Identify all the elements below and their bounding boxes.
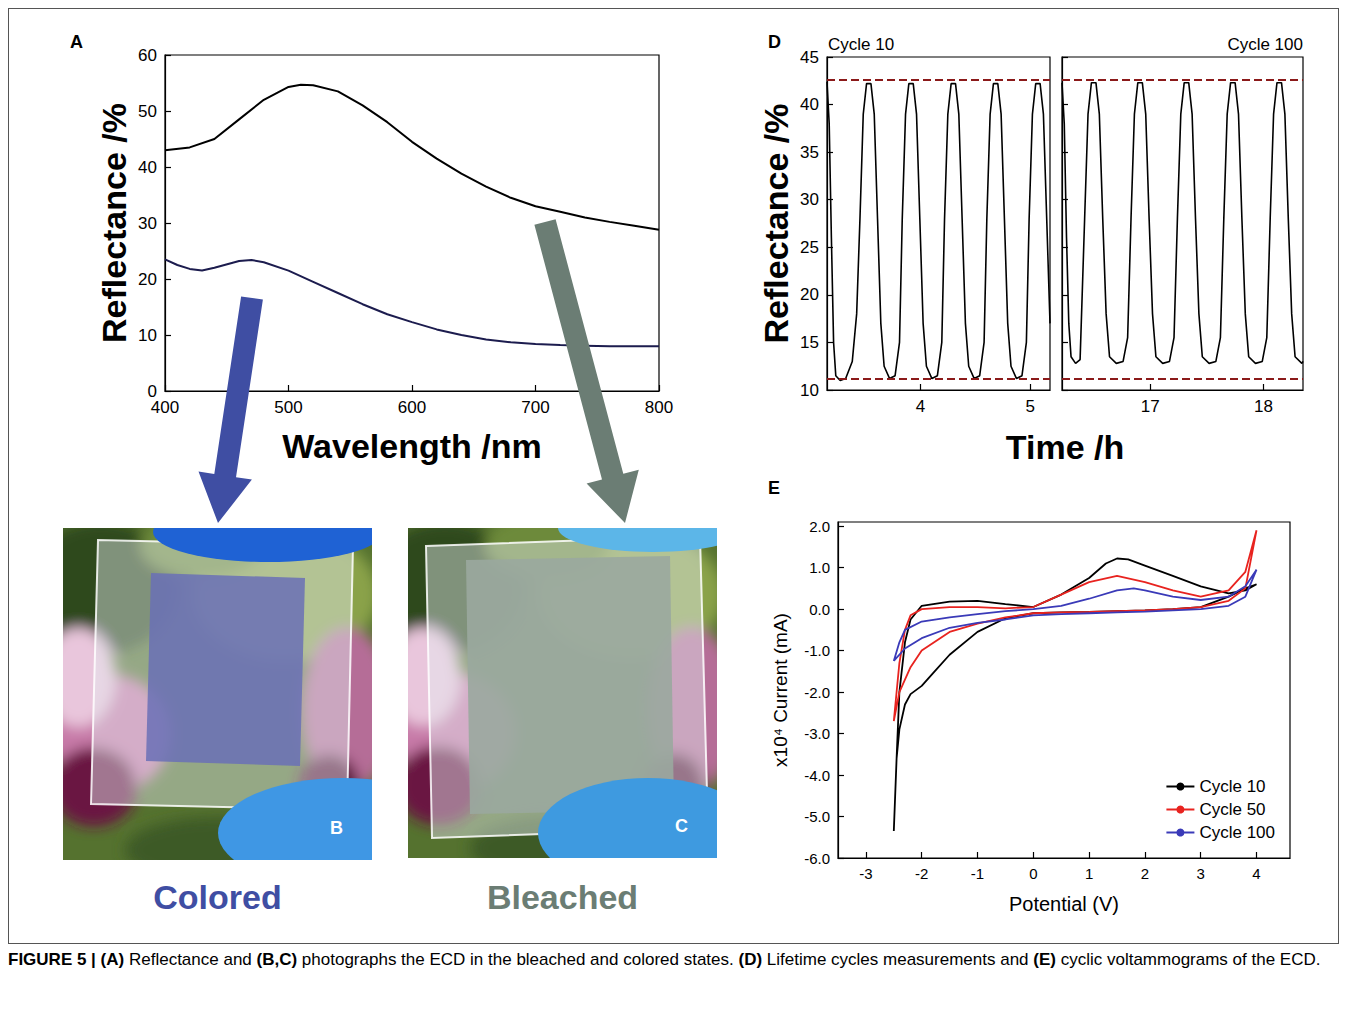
svg-text:45: 45 — [800, 48, 819, 67]
svg-text:25: 25 — [800, 238, 819, 257]
svg-text:40: 40 — [800, 95, 819, 114]
svg-text:Cycle 100: Cycle 100 — [1199, 823, 1275, 842]
html-text:E: E — [768, 478, 780, 498]
svg-text:30: 30 — [138, 214, 157, 233]
svg-text:Wavelength /nm: Wavelength /nm — [282, 427, 541, 465]
html-text:Time /h: Time /h — [1005, 428, 1125, 466]
svg-text:700: 700 — [521, 398, 549, 417]
svg-text:800: 800 — [645, 398, 673, 417]
svg-text:4: 4 — [1252, 865, 1260, 882]
svg-text:3: 3 — [1197, 865, 1205, 882]
svg-text:0.0: 0.0 — [809, 601, 830, 618]
svg-text:4: 4 — [916, 397, 925, 416]
svg-text:1.0: 1.0 — [809, 559, 830, 576]
svg-text:2: 2 — [1141, 865, 1149, 882]
svg-text:Reflectance /%: Reflectance /% — [95, 103, 133, 343]
svg-text:15: 15 — [800, 333, 819, 352]
svg-text:600: 600 — [398, 398, 426, 417]
svg-text:10: 10 — [800, 381, 819, 400]
svg-text:17: 17 — [1141, 397, 1160, 416]
svg-text:2.0: 2.0 — [809, 518, 830, 535]
svg-text:Cycle 10: Cycle 10 — [1199, 777, 1265, 796]
svg-text:Reflectance /%: Reflectance /% — [757, 104, 795, 344]
svg-text:-1: -1 — [971, 865, 984, 882]
svg-text:Potential (V): Potential (V) — [1009, 893, 1119, 915]
svg-text:10: 10 — [138, 326, 157, 345]
svg-text:500: 500 — [274, 398, 302, 417]
svg-text:30: 30 — [800, 190, 819, 209]
html-text:FIGURE 5 | (A) Reflectance and: FIGURE 5 | (A) Reflectance and (B,C) pho… — [8, 950, 1321, 969]
svg-text:50: 50 — [138, 102, 157, 121]
svg-text:5: 5 — [1025, 397, 1034, 416]
svg-text:-4.0: -4.0 — [804, 767, 830, 784]
html-text:A: A — [70, 32, 83, 52]
svg-text:-6.0: -6.0 — [804, 850, 830, 867]
html-text:Bleached: Bleached — [486, 878, 639, 916]
svg-text:18: 18 — [1254, 397, 1273, 416]
html-text:Colored: Colored — [153, 878, 282, 916]
svg-text:1: 1 — [1085, 865, 1093, 882]
svg-text:60: 60 — [138, 46, 157, 65]
html-text:Cycle 100: Cycle 100 — [1227, 35, 1303, 54]
svg-text:40: 40 — [138, 158, 157, 177]
html-text:Cycle 10: Cycle 10 — [828, 35, 895, 54]
svg-text:B: B — [330, 818, 343, 838]
svg-text:-3: -3 — [859, 865, 872, 882]
svg-text:35: 35 — [800, 143, 819, 162]
svg-text:-3.0: -3.0 — [804, 725, 830, 742]
svg-text:20: 20 — [800, 285, 819, 304]
svg-text:-5.0: -5.0 — [804, 808, 830, 825]
svg-text:x10⁴ Current (mA): x10⁴ Current (mA) — [770, 613, 791, 767]
svg-text:-2.0: -2.0 — [804, 684, 830, 701]
svg-text:-1.0: -1.0 — [804, 642, 830, 659]
svg-text:C: C — [675, 816, 688, 836]
svg-text:400: 400 — [151, 398, 179, 417]
svg-text:0: 0 — [147, 381, 157, 401]
svg-text:Cycle 50: Cycle 50 — [1199, 800, 1265, 819]
svg-text:0: 0 — [1029, 865, 1037, 882]
svg-text:-2: -2 — [915, 865, 928, 882]
html-text:D: D — [768, 32, 781, 52]
svg-text:20: 20 — [138, 270, 157, 289]
